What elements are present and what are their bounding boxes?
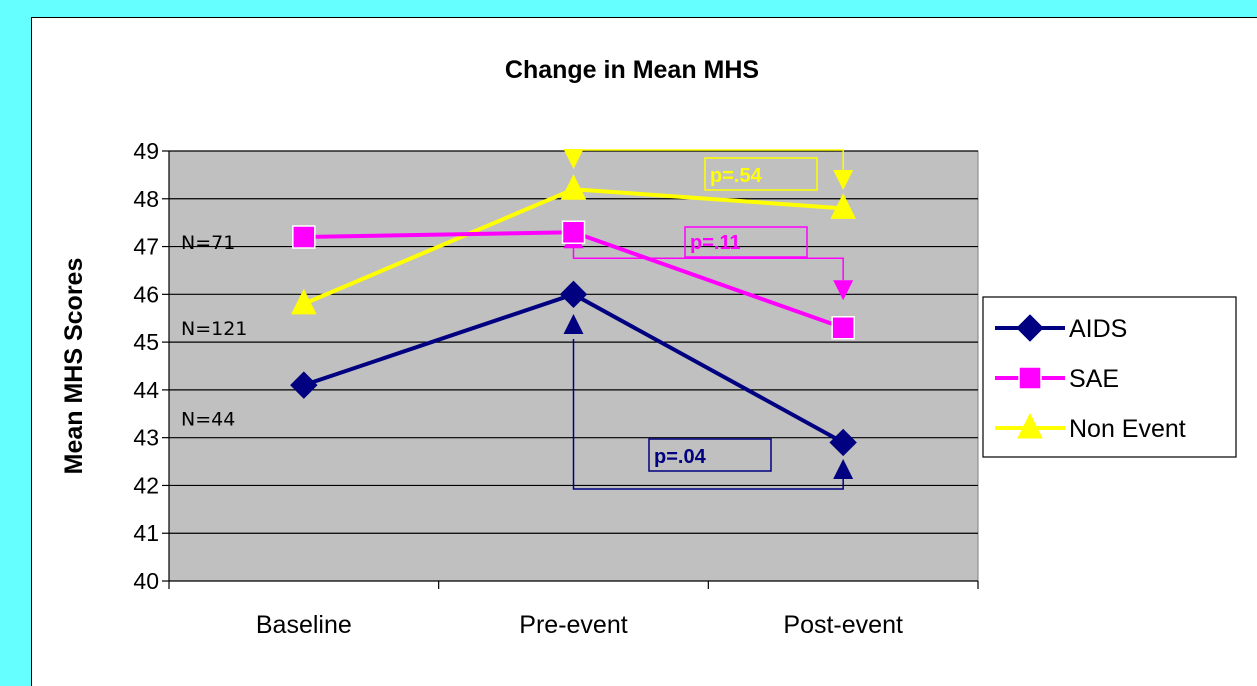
- n-label: N=44: [181, 409, 235, 431]
- y-tick-label: 49: [133, 138, 159, 164]
- arrowhead: [833, 170, 854, 190]
- data-point: [1017, 412, 1043, 439]
- y-tick-label: 42: [133, 472, 159, 498]
- series-group: [290, 174, 857, 457]
- p-value-label: p=.04: [654, 446, 707, 468]
- data-point: [1018, 366, 1042, 390]
- series-sae: [292, 220, 855, 340]
- p-value-box: [648, 438, 772, 472]
- data-point: [829, 428, 857, 457]
- p-value-label: p=.54: [710, 165, 763, 187]
- y-axis-label: Mean MHS Scores: [60, 258, 88, 475]
- axis-labels: 40 41 42 43 44 45 46 47 48 49 Baseline Pre-event Pos…: [60, 138, 903, 639]
- series-aids: [290, 280, 857, 457]
- n-label: N=71: [181, 232, 235, 254]
- y-tick-label: 47: [133, 234, 159, 260]
- data-point: [830, 193, 856, 219]
- data-point: [831, 316, 855, 340]
- x-tick-label: Baseline: [256, 611, 352, 639]
- x-tick-label: Pre-event: [519, 611, 627, 639]
- data-point: [292, 225, 316, 249]
- y-tick-label: 41: [133, 520, 159, 546]
- y-tick-label: 45: [133, 329, 159, 355]
- y-tick-label: 40: [133, 568, 159, 594]
- arrowhead: [563, 314, 584, 334]
- arrowhead: [833, 459, 854, 479]
- data-point: [560, 174, 587, 200]
- arrowhead: [833, 280, 854, 301]
- p-value-label: p=.11: [690, 232, 741, 254]
- arrowhead: [563, 149, 584, 169]
- legend-label: Non Event: [1069, 415, 1186, 443]
- line-chart: 40 41 42 43 44 45 46 47 48 49 Baseline Pre-event Pos…: [60, 56, 1237, 639]
- chart-panel: 40 41 42 43 44 45 46 47 48 49 Baseline Pre-event Pos…: [31, 17, 1257, 686]
- data-point: [1016, 314, 1044, 342]
- legend-item: AIDS: [995, 314, 1127, 343]
- legend-item: Non Event: [995, 412, 1186, 443]
- y-tick-label: 46: [133, 281, 159, 307]
- n-label: N=121: [181, 318, 247, 340]
- series-non-event: [291, 174, 856, 315]
- legend-item: SAE: [995, 365, 1119, 393]
- axes: [162, 150, 979, 589]
- y-tick-label: 48: [133, 186, 159, 212]
- chart-title: Change in Mean MHS: [505, 56, 759, 84]
- data-point: [561, 220, 586, 244]
- data-point: [290, 371, 318, 399]
- y-tick-label: 43: [133, 425, 159, 451]
- annotations: N=71 N=121 N=44 p=.54 p=.11 p=.04: [181, 157, 818, 472]
- legend: AIDS SAE Non Event: [982, 296, 1237, 458]
- p-value-box: [704, 157, 818, 191]
- bracket-line: [572, 339, 844, 490]
- x-tick-label: Post-event: [783, 611, 903, 639]
- y-tick-label: 44: [133, 377, 159, 403]
- p-value-box: [684, 226, 808, 258]
- legend-label: AIDS: [1069, 315, 1127, 343]
- data-point: [291, 288, 317, 315]
- data-point: [559, 280, 588, 309]
- legend-label: SAE: [1069, 365, 1119, 393]
